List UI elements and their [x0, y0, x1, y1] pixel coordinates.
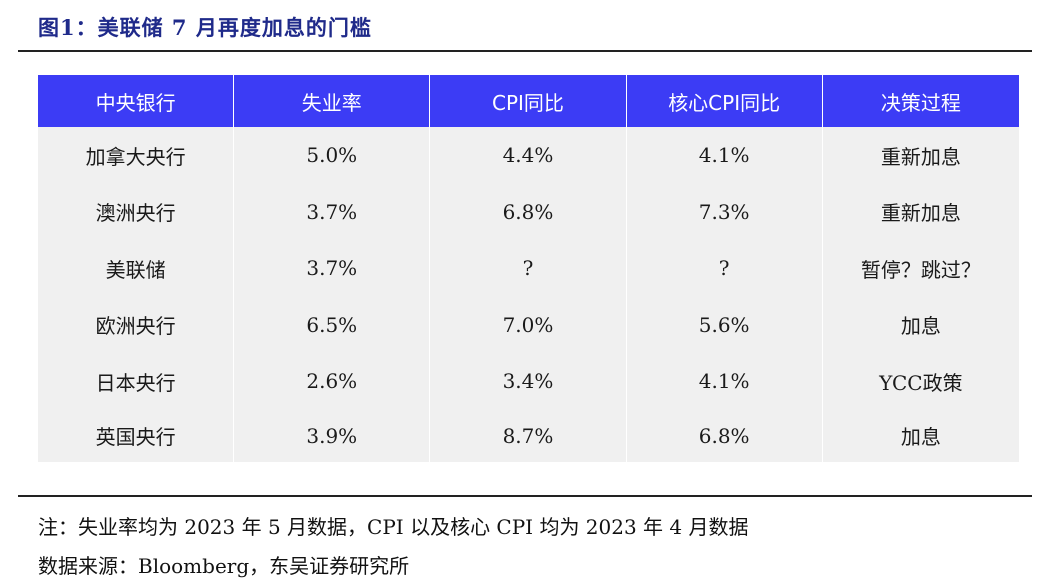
table-row: 英国央行 3.9% 8.7% 6.8% 加息 — [38, 409, 1019, 462]
cell-decision: 加息 — [822, 296, 1019, 353]
cell-central-bank: 英国央行 — [38, 409, 235, 462]
cell-central-bank: 日本央行 — [38, 353, 235, 410]
data-source: 数据来源：Bloomberg，东吴证券研究所 — [38, 554, 410, 578]
cell-core-cpi-yoy: 7.3% — [626, 183, 823, 240]
cell-decision: 重新加息 — [822, 183, 1019, 240]
bottom-rule — [18, 495, 1032, 497]
cell-cpi-yoy: 3.4% — [430, 353, 627, 410]
cell-decision: 暂停？跳过？ — [822, 240, 1019, 297]
table-row: 澳洲央行 3.7% 6.8% 7.3% 重新加息 — [38, 183, 1019, 240]
cell-unemployment: 6.5% — [234, 296, 431, 353]
cell-core-cpi-yoy: 5.6% — [626, 296, 823, 353]
header-decision: 决策过程 — [822, 75, 1019, 127]
header-central-bank: 中央银行 — [38, 75, 235, 127]
cell-unemployment: 5.0% — [234, 127, 431, 184]
cell-unemployment: 3.7% — [234, 240, 431, 297]
header-core-cpi-yoy: 核心CPI同比 — [626, 75, 823, 127]
cell-core-cpi-yoy: 6.8% — [626, 409, 823, 462]
figure-title: 图1：美联储 7 月再度加息的门槛 — [38, 15, 372, 40]
table-row: 美联储 3.7% ? ? 暂停？跳过？ — [38, 240, 1019, 297]
cell-central-bank: 澳洲央行 — [38, 183, 235, 240]
cell-cpi-yoy: 4.4% — [430, 127, 627, 184]
table-header-row: 中央银行 失业率 CPI同比 核心CPI同比 决策过程 — [38, 75, 1019, 127]
cell-central-bank: 欧洲央行 — [38, 296, 235, 353]
cell-decision: 重新加息 — [822, 127, 1019, 184]
cell-cpi-yoy: 7.0% — [430, 296, 627, 353]
header-unemployment: 失业率 — [234, 75, 431, 127]
cell-decision: 加息 — [822, 409, 1019, 462]
cell-cpi-yoy: 8.7% — [430, 409, 627, 462]
table-row: 日本央行 2.6% 3.4% 4.1% YCC政策 — [38, 353, 1019, 410]
cell-decision: YCC政策 — [822, 353, 1019, 410]
central-bank-table: 中央银行 失业率 CPI同比 核心CPI同比 决策过程 加拿大央行 5.0% 4… — [38, 75, 1019, 462]
cell-unemployment: 3.9% — [234, 409, 431, 462]
top-rule — [18, 50, 1032, 52]
cell-central-bank: 美联储 — [38, 240, 235, 297]
table-row: 欧洲央行 6.5% 7.0% 5.6% 加息 — [38, 296, 1019, 353]
cell-unemployment: 3.7% — [234, 183, 431, 240]
cell-core-cpi-yoy: 4.1% — [626, 353, 823, 410]
table-row: 加拿大央行 5.0% 4.4% 4.1% 重新加息 — [38, 127, 1019, 184]
cell-core-cpi-yoy: ? — [626, 240, 823, 297]
cell-unemployment: 2.6% — [234, 353, 431, 410]
footnote: 注：失业率均为 2023 年 5 月数据，CPI 以及核心 CPI 均为 202… — [38, 515, 749, 539]
data-table-container: 中央银行 失业率 CPI同比 核心CPI同比 决策过程 加拿大央行 5.0% 4… — [38, 75, 1019, 462]
header-cpi-yoy: CPI同比 — [430, 75, 627, 127]
cell-cpi-yoy: 6.8% — [430, 183, 627, 240]
cell-central-bank: 加拿大央行 — [38, 127, 235, 184]
cell-core-cpi-yoy: 4.1% — [626, 127, 823, 184]
cell-cpi-yoy: ? — [430, 240, 627, 297]
